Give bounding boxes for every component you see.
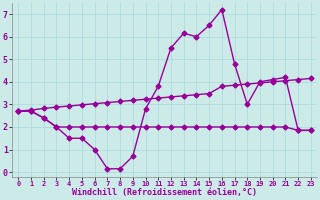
X-axis label: Windchill (Refroidissement éolien,°C): Windchill (Refroidissement éolien,°C) <box>72 188 257 197</box>
